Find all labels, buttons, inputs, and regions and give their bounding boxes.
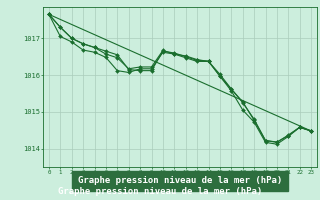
X-axis label: Graphe pression niveau de la mer (hPa): Graphe pression niveau de la mer (hPa): [78, 176, 282, 185]
Text: Graphe pression niveau de la mer (hPa): Graphe pression niveau de la mer (hPa): [58, 186, 262, 196]
